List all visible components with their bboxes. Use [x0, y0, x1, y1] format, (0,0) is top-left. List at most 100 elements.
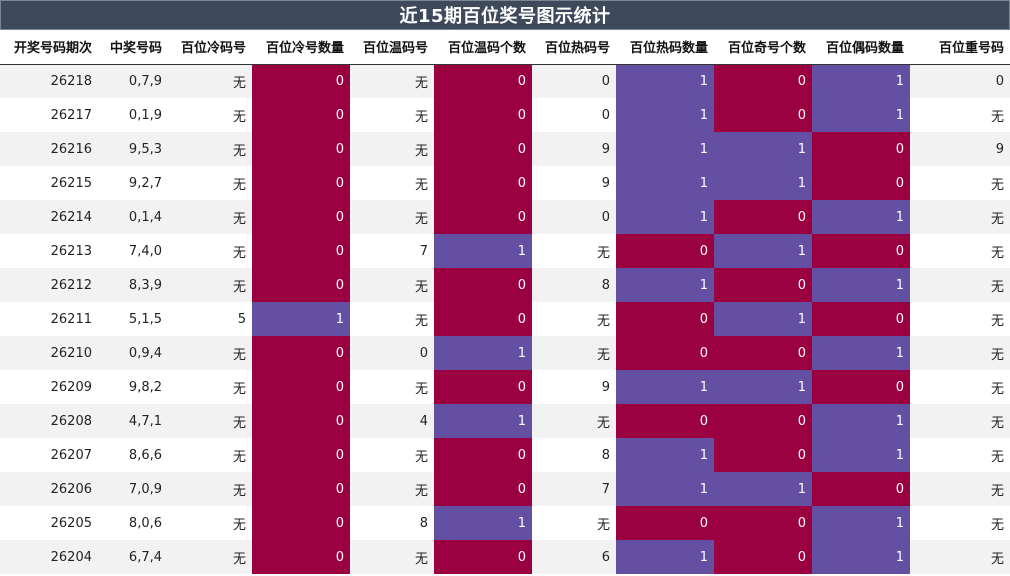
cell-repeat-number: 无 [910, 506, 1010, 540]
cell-hot-count: 1 [616, 98, 714, 132]
cell-repeat-number: 无 [910, 234, 1010, 268]
table-row: 26209 9,8,2 无 0 无 0 9 1 1 0 无 [0, 370, 1010, 404]
cell-hot-number: 无 [532, 336, 616, 370]
cell-repeat-number: 0 [910, 64, 1010, 98]
cell-winning-number: 9,8,2 [98, 370, 168, 404]
cell-odd-count: 1 [714, 132, 812, 166]
cell-warm-number: 无 [350, 302, 434, 336]
cell-cold-count: 0 [252, 336, 350, 370]
cell-even-count: 0 [812, 234, 910, 268]
cell-period: 26207 [0, 438, 98, 472]
cell-cold-number: 无 [168, 472, 252, 506]
cell-even-count: 1 [812, 268, 910, 302]
cell-hot-count: 0 [616, 506, 714, 540]
cell-odd-count: 1 [714, 166, 812, 200]
cell-even-count: 1 [812, 506, 910, 540]
cell-hot-count: 1 [616, 540, 714, 574]
cell-odd-count: 0 [714, 540, 812, 574]
cell-repeat-number: 无 [910, 166, 1010, 200]
table-title: 近15期百位奖号图示统计 [0, 0, 1010, 30]
cell-odd-count: 0 [714, 268, 812, 302]
cell-period: 26214 [0, 200, 98, 234]
cell-period: 26205 [0, 506, 98, 540]
cell-period: 26208 [0, 404, 98, 438]
stats-table: 开奖号码期次 中奖号码 百位冷码号 百位冷号数量 百位温码号 百位温码个数 百位热码号 百位热… [0, 30, 1010, 574]
cell-period: 26206 [0, 472, 98, 506]
table-row: 26215 9,2,7 无 0 无 0 9 1 1 0 无 [0, 166, 1010, 200]
cell-warm-number: 无 [350, 438, 434, 472]
cell-warm-count: 0 [434, 166, 532, 200]
cell-hot-count: 1 [616, 370, 714, 404]
cell-even-count: 0 [812, 302, 910, 336]
cell-warm-count: 0 [434, 472, 532, 506]
cell-period: 26215 [0, 166, 98, 200]
cell-period: 26213 [0, 234, 98, 268]
cell-winning-number: 8,3,9 [98, 268, 168, 302]
cell-hot-number: 0 [532, 200, 616, 234]
cell-winning-number: 0,1,9 [98, 98, 168, 132]
cell-winning-number: 5,1,5 [98, 302, 168, 336]
cell-even-count: 0 [812, 370, 910, 404]
cell-winning-number: 8,6,6 [98, 438, 168, 472]
cell-warm-number: 8 [350, 506, 434, 540]
cell-hot-count: 1 [616, 268, 714, 302]
cell-cold-number: 5 [168, 302, 252, 336]
cell-cold-count: 0 [252, 438, 350, 472]
column-header-warm-number: 百位温码号 [350, 30, 434, 65]
cell-repeat-number: 无 [910, 404, 1010, 438]
cell-even-count: 1 [812, 438, 910, 472]
cell-odd-count: 0 [714, 98, 812, 132]
column-header-repeat-number: 百位重号码 [910, 30, 1010, 65]
cell-hot-count: 1 [616, 166, 714, 200]
cell-winning-number: 0,1,4 [98, 200, 168, 234]
cell-odd-count: 0 [714, 438, 812, 472]
column-header-even-count: 百位偶码数量 [812, 30, 910, 65]
cell-hot-number: 无 [532, 234, 616, 268]
cell-cold-number: 无 [168, 404, 252, 438]
cell-warm-count: 1 [434, 506, 532, 540]
cell-warm-number: 无 [350, 64, 434, 98]
cell-hot-count: 1 [616, 132, 714, 166]
cell-period: 26216 [0, 132, 98, 166]
cell-cold-number: 无 [168, 506, 252, 540]
cell-cold-number: 无 [168, 268, 252, 302]
cell-warm-count: 0 [434, 98, 532, 132]
cell-cold-number: 无 [168, 132, 252, 166]
cell-cold-count: 0 [252, 268, 350, 302]
cell-warm-count: 0 [434, 302, 532, 336]
cell-even-count: 1 [812, 404, 910, 438]
cell-cold-count: 0 [252, 98, 350, 132]
cell-winning-number: 7,4,0 [98, 234, 168, 268]
column-header-period: 开奖号码期次 [0, 30, 98, 65]
table-row: 26204 6,7,4 无 0 无 0 6 1 0 1 无 [0, 540, 1010, 574]
cell-odd-count: 0 [714, 200, 812, 234]
cell-winning-number: 4,7,1 [98, 404, 168, 438]
column-header-hot-number: 百位热码号 [532, 30, 616, 65]
cell-repeat-number: 无 [910, 472, 1010, 506]
cell-hot-number: 无 [532, 404, 616, 438]
cell-repeat-number: 无 [910, 540, 1010, 574]
cell-cold-count: 0 [252, 132, 350, 166]
cell-warm-count: 0 [434, 370, 532, 404]
cell-period: 26211 [0, 302, 98, 336]
cell-warm-count: 1 [434, 404, 532, 438]
cell-hot-number: 0 [532, 64, 616, 98]
cell-cold-number: 无 [168, 336, 252, 370]
cell-winning-number: 8,0,6 [98, 506, 168, 540]
table-row: 26218 0,7,9 无 0 无 0 0 1 0 1 0 [0, 64, 1010, 98]
cell-cold-count: 0 [252, 506, 350, 540]
column-header-hot-count: 百位热码数量 [616, 30, 714, 65]
cell-warm-count: 0 [434, 64, 532, 98]
cell-odd-count: 0 [714, 506, 812, 540]
cell-hot-number: 9 [532, 166, 616, 200]
cell-hot-count: 0 [616, 302, 714, 336]
cell-cold-number: 无 [168, 166, 252, 200]
cell-warm-number: 7 [350, 234, 434, 268]
cell-warm-number: 无 [350, 166, 434, 200]
cell-repeat-number: 无 [910, 336, 1010, 370]
cell-cold-number: 无 [168, 438, 252, 472]
column-header-cold-number: 百位冷码号 [168, 30, 252, 65]
cell-warm-number: 无 [350, 98, 434, 132]
cell-period: 26218 [0, 64, 98, 98]
column-header-cold-count: 百位冷号数量 [252, 30, 350, 65]
